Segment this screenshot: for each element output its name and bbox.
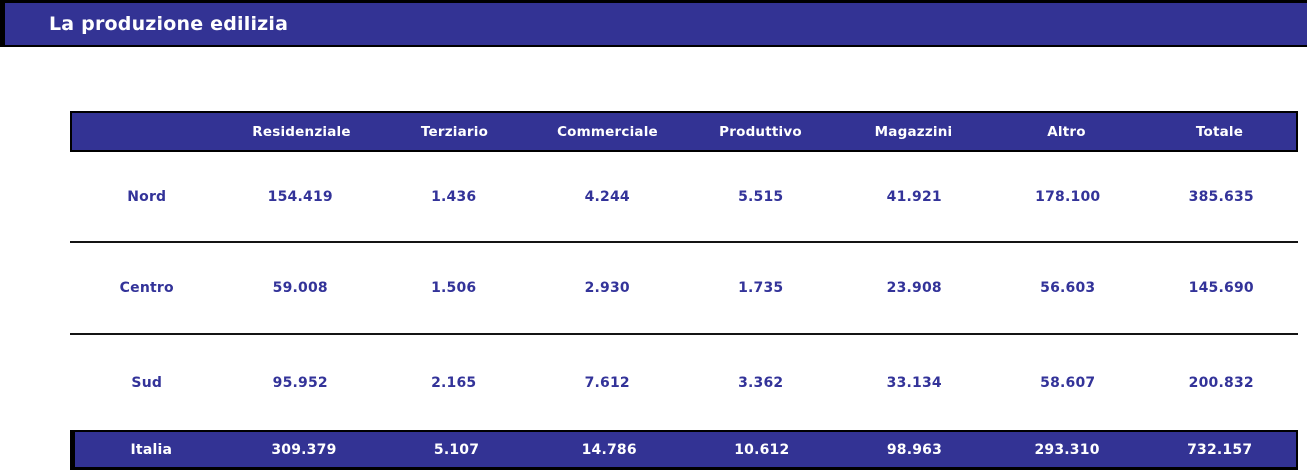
table-row-sud: Sud 95.952 2.165 7.612 3.362 33.134 58.6… — [70, 335, 1298, 430]
cell-sud-commerciale: 7.612 — [584, 374, 630, 391]
cell-italia-produttivo: 10.612 — [734, 441, 790, 458]
table-total-row-italia: Italia 309.379 5.107 14.786 10.612 98.96… — [70, 430, 1298, 470]
production-table: Residenziale Terziario Commerciale Produ… — [70, 111, 1298, 470]
cell-sud-magazzini: 33.134 — [886, 374, 942, 391]
cell-centro-produttivo: 1.735 — [738, 280, 784, 296]
column-header-terziario: Terziario — [420, 123, 489, 140]
table-row-centro: Centro 59.008 1.506 2.930 1.735 23.908 5… — [70, 243, 1298, 335]
row-label-sud: Sud — [131, 374, 163, 391]
row-label-italia: Italia — [130, 441, 173, 458]
cell-italia-terziario: 5.107 — [433, 441, 480, 458]
column-header-residenziale: Residenziale — [252, 123, 351, 140]
cell-italia-totale: 732.157 — [1187, 441, 1253, 458]
cell-nord-altro: 178.100 — [1035, 188, 1101, 205]
cell-centro-totale: 145.690 — [1188, 280, 1254, 296]
cell-sud-altro: 58.607 — [1040, 374, 1096, 391]
cell-italia-commerciale: 14.786 — [581, 441, 637, 458]
cell-centro-terziario: 1.506 — [431, 280, 477, 296]
column-header-magazzini: Magazzini — [874, 123, 953, 140]
table-row-nord: Nord 154.419 1.436 4.244 5.515 41.921 17… — [70, 152, 1298, 243]
row-label-centro: Centro — [119, 280, 174, 296]
column-header-commerciale: Commerciale — [557, 123, 658, 140]
cell-centro-residenziale: 59.008 — [272, 280, 328, 296]
column-header-totale: Totale — [1195, 123, 1244, 140]
cell-sud-totale: 200.832 — [1188, 374, 1254, 391]
cell-centro-altro: 56.603 — [1040, 280, 1096, 296]
column-header-altro: Altro — [1047, 123, 1086, 140]
cell-italia-magazzini: 98.963 — [886, 441, 943, 458]
column-header-produttivo: Produttivo — [719, 123, 802, 140]
cell-italia-residenziale: 309.379 — [271, 441, 337, 458]
row-label-nord: Nord — [127, 188, 167, 205]
cell-sud-residenziale: 95.952 — [272, 374, 328, 391]
cell-nord-residenziale: 154.419 — [267, 188, 333, 205]
cell-nord-totale: 385.635 — [1188, 188, 1254, 205]
cell-nord-terziario: 1.436 — [431, 188, 477, 205]
page-title: La produzione edilizia — [49, 13, 289, 35]
cell-sud-produttivo: 3.362 — [738, 374, 784, 391]
cell-sud-terziario: 2.165 — [431, 374, 477, 391]
title-bar: La produzione edilizia — [0, 0, 1307, 47]
cell-nord-produttivo: 5.515 — [738, 188, 784, 205]
cell-italia-altro: 293.310 — [1034, 441, 1100, 458]
cell-centro-magazzini: 23.908 — [886, 280, 942, 296]
cell-nord-commerciale: 4.244 — [584, 188, 630, 205]
cell-nord-magazzini: 41.921 — [886, 188, 942, 205]
table-header-row: Residenziale Terziario Commerciale Produ… — [70, 111, 1298, 152]
cell-centro-commerciale: 2.930 — [584, 280, 630, 296]
